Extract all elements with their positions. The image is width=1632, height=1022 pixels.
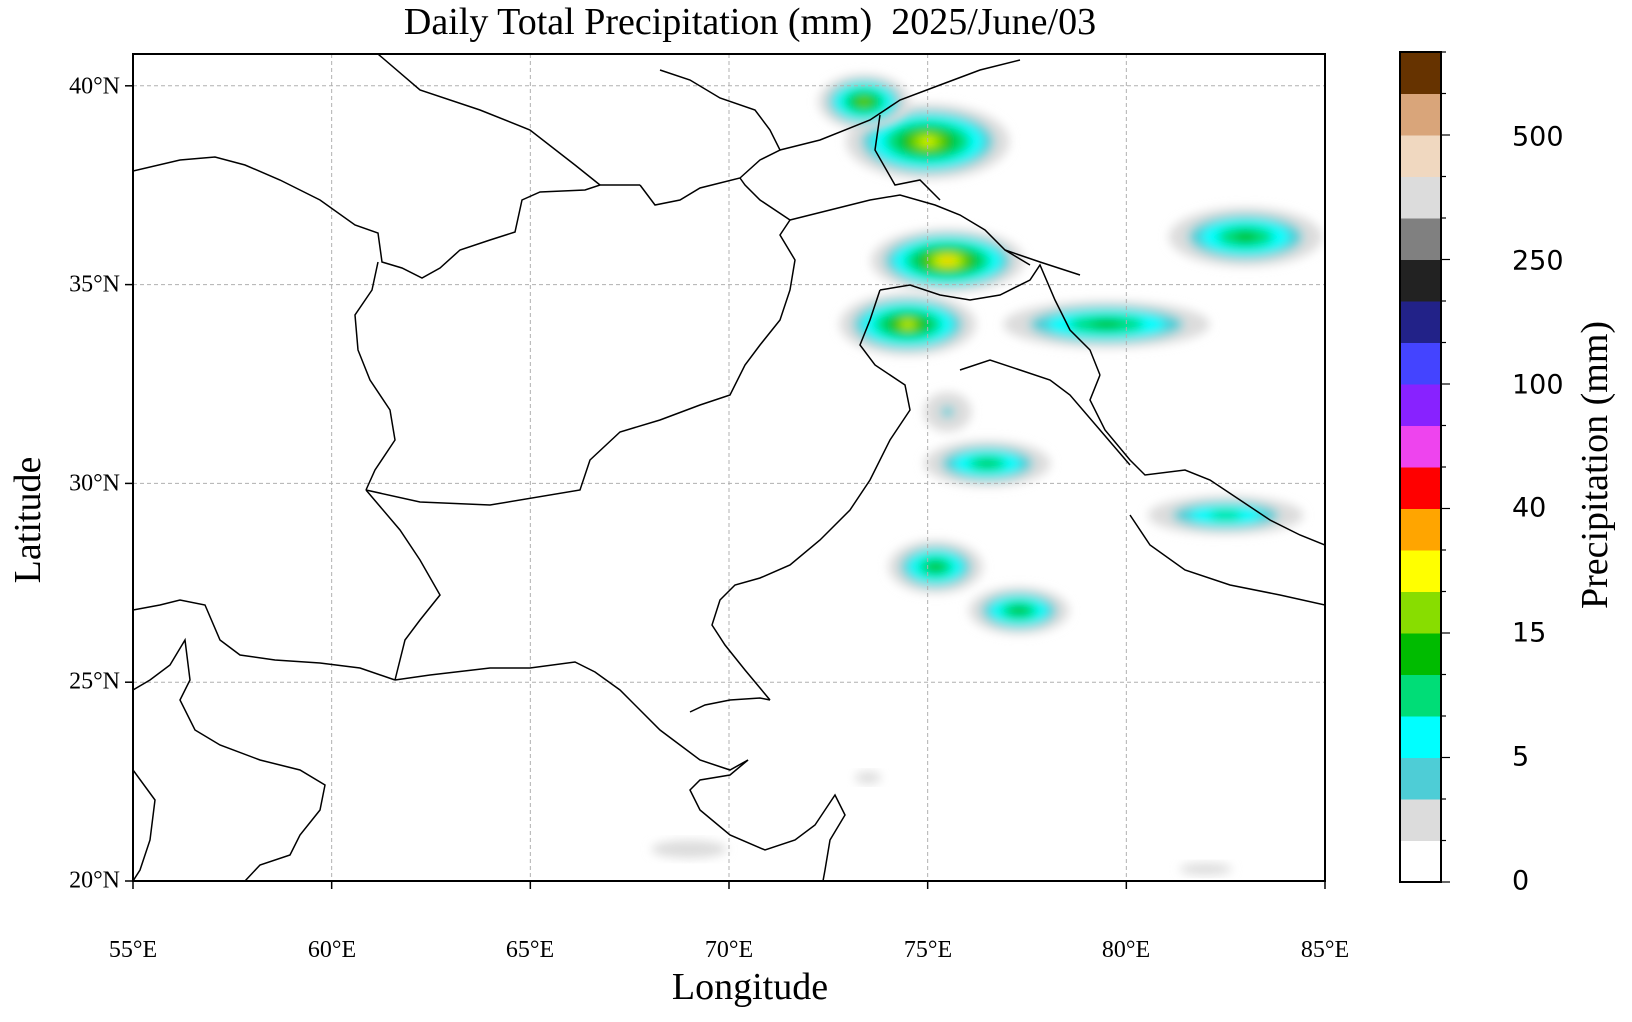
colorbar-tick-15: 15 [1512,617,1547,649]
rain-contour [1091,321,1122,328]
rain-contour [1209,511,1243,520]
country-borders [133,54,1325,881]
y-axis-label: Latitude [7,456,49,584]
india-inner [959,359,1131,466]
colorbar-segment [1400,467,1441,509]
pakistan-coast [394,661,749,771]
rain-region [854,771,882,784]
india-china-border [1089,374,1325,546]
rain-region [870,228,1025,293]
colorbar-tick-100: 100 [1512,369,1564,401]
colorbar-segment [1400,550,1441,592]
rain-contour [941,258,954,264]
tajik-inner [874,114,941,201]
y-tick-40: 40°N [69,73,120,100]
x-tick-70: 70°E [704,937,754,963]
arabia-inner [133,769,156,881]
x-axis-label: Longitude [671,966,829,1008]
rain-contour [1011,607,1027,614]
x-tick-75: 75°E [903,937,953,963]
rain-contour [651,840,728,858]
rain-contour [941,406,954,418]
colorbar-segment [1400,52,1441,94]
colorbar-segment [1400,135,1441,177]
uzbek-border [639,69,782,206]
rain-region [1168,207,1323,267]
colorbar-tick-40: 40 [1512,492,1547,524]
rain-region [839,293,977,356]
afghan-iran-border [354,261,396,491]
colorbar [1400,51,1450,883]
gridlines [133,54,1325,881]
colorbar-tick-500: 500 [1512,121,1564,153]
pakistan-india-border [711,289,911,701]
colorbar-segment [1400,384,1441,426]
oman-coast [133,637,326,881]
rain-region [888,540,983,594]
rain-region [818,74,911,130]
colorbar-segment [1400,591,1441,634]
colorbar-segment [1400,757,1441,800]
x-tick-60: 60°E [307,937,357,963]
pakistan-north [789,194,1031,266]
rain-contour [854,771,882,784]
colorbar-segment [1400,93,1441,136]
iran-border [133,156,640,279]
rain-region [968,587,1070,635]
colorbar-frame [1399,51,1442,883]
colorbar-tick-0: 0 [1512,865,1530,897]
colorbar-segment [1400,674,1441,717]
y-tick-25: 25°N [69,668,120,695]
turkmenistan-border [377,54,601,186]
colorbar-segment [1400,716,1441,758]
precipitation-field [651,74,1323,875]
rain-region [1003,300,1210,348]
gulf-of-kutch [689,697,771,713]
india-west-coast [689,759,846,881]
colorbar-segment [1400,799,1441,841]
colorbar-segment [1400,176,1441,219]
x-tick-80: 80°E [1101,937,1151,963]
y-tick-30: 30°N [69,470,120,497]
colorbar-segment [1400,301,1441,343]
rain-contour [1179,863,1233,875]
kashmir-loc [879,263,1101,376]
rain-contour [902,321,914,327]
afghan-north-border [739,177,791,221]
colorbar-segment [1400,840,1441,883]
colorbar-label: Precipitation (mm) [1574,320,1616,610]
colorbar-tick-250: 250 [1512,245,1564,277]
colorbar-segment [1400,508,1441,551]
y-tick-35: 35°N [69,271,120,298]
nepal-border [1129,514,1325,606]
rain-contour [1234,232,1257,242]
x-tick-55: 55°E [108,937,158,963]
y-tick-20: 20°N [69,867,120,894]
colorbar-segment [1400,259,1441,302]
x-tick-85: 85°E [1300,937,1350,963]
iran-coast [133,599,396,681]
iran-pakistan-border [365,489,441,681]
rain-region [1147,495,1304,535]
rain-region [651,840,728,858]
colorbar-tick-5: 5 [1512,741,1530,773]
axis-tick-marks [125,85,1326,889]
rain-contour [982,461,993,466]
afghanistan-pakistan-border [365,219,796,506]
colorbar-segment [1400,633,1441,675]
colorbar-segment [1400,425,1441,468]
rain-region [923,391,972,432]
rain-contour [928,563,943,571]
rain-region [924,440,1051,487]
kyrgyz-tajik [779,59,1021,151]
map-title: Daily Total Precipitation (mm) 2025/June… [403,1,1097,43]
rain-contour [859,98,870,105]
china-east [1004,249,1081,276]
x-tick-65: 65°E [505,937,555,963]
colorbar-segment [1400,218,1441,260]
rain-region [1179,863,1233,875]
colorbar-segment [1400,342,1441,385]
